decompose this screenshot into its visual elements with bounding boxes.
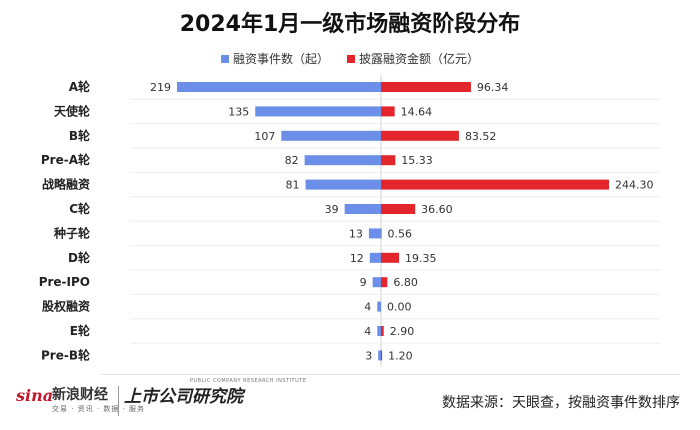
- amount-bar: [381, 130, 459, 141]
- legend-swatch-amount: [347, 54, 355, 63]
- count-bar: [377, 301, 381, 312]
- amount-data-label: 0.56: [388, 227, 413, 240]
- category-label: A轮: [69, 79, 91, 94]
- legend-item-amount: 披露融资金额（亿元）: [347, 50, 479, 67]
- count-bar: [304, 155, 381, 166]
- amount-data-label: 0.00: [387, 301, 412, 314]
- amount-bar: [381, 204, 416, 214]
- legend-label-count: 融资事件数（起）: [232, 52, 329, 66]
- footer-divider: [100, 374, 680, 375]
- amount-bar: [381, 82, 471, 92]
- amount-bar: [381, 277, 388, 288]
- category-label: 种子轮: [53, 225, 91, 240]
- amount-data-label: 2.90: [390, 325, 415, 338]
- count-bar: [368, 228, 381, 239]
- amount-data-label: 244.30: [615, 179, 654, 192]
- count-data-label: 12: [350, 252, 364, 265]
- count-data-label: 4: [364, 325, 371, 338]
- category-label: 股权融资: [42, 299, 90, 314]
- sina-finance-logo-text: 新浪财经: [52, 387, 108, 403]
- count-data-label: 82: [285, 154, 299, 167]
- category-label: Pre-A轮: [41, 152, 91, 167]
- amount-data-label: 6.80: [393, 276, 418, 289]
- count-data-label: 13: [349, 227, 363, 240]
- amount-bar: [381, 252, 400, 263]
- amount-bar: [381, 155, 396, 166]
- amount-data-label: 96.34: [477, 81, 509, 94]
- count-bar: [377, 326, 381, 336]
- amount-bar: [381, 350, 383, 361]
- footer: sina 新浪财经 交易 · 资讯 · 数据 · 服务 上市公司研究院 PUBL…: [0, 374, 700, 430]
- category-label: D轮: [68, 250, 91, 265]
- count-bar: [255, 106, 381, 117]
- category-label: B轮: [69, 128, 91, 143]
- count-data-label: 81: [286, 179, 300, 192]
- category-label: 天使轮: [54, 103, 91, 118]
- data-source-note: 数据来源：天眼查，按融资事件数排序: [442, 395, 680, 411]
- count-bar: [281, 130, 381, 141]
- category-label: E轮: [70, 323, 91, 338]
- amount-bar: [381, 228, 382, 239]
- count-bar: [305, 179, 381, 190]
- amount-data-label: 36.60: [421, 203, 453, 216]
- count-data-label: 107: [254, 130, 275, 143]
- count-bar: [344, 204, 381, 214]
- category-label: C轮: [69, 201, 91, 216]
- institute-logo-text: 上市公司研究院: [124, 387, 243, 407]
- count-data-label: 9: [360, 276, 367, 289]
- amount-bar: [381, 326, 384, 336]
- legend-item-count: 融资事件数（起）: [220, 50, 329, 67]
- category-label: 战略融资: [42, 177, 90, 192]
- count-bar: [372, 277, 381, 288]
- legend-label-amount: 披露融资金额（亿元）: [359, 52, 480, 66]
- amount-bar: [381, 106, 395, 117]
- amount-data-label: 1.20: [388, 349, 413, 362]
- count-bar: [378, 350, 381, 361]
- category-label: Pre-IPO: [39, 275, 90, 289]
- institute-logo-english: PUBLIC COMPANY RESEARCH INSTITUTE: [190, 378, 307, 384]
- count-data-label: 39: [325, 203, 339, 216]
- count-data-label: 3: [365, 349, 372, 362]
- amount-data-label: 19.35: [405, 252, 437, 265]
- count-data-label: 4: [364, 301, 371, 314]
- amount-bar: [381, 179, 609, 190]
- count-bar: [177, 82, 381, 92]
- amount-data-label: 15.33: [401, 154, 433, 167]
- count-data-label: 219: [150, 81, 171, 94]
- butterfly-bar-chart: A轮 219 96.34 天使轮 135 14.64 B轮 107 83.52 Pre-A轮 82 1…: [39, 75, 660, 366]
- legend: 融资事件数（起） 披露融资金额（亿元）: [0, 50, 700, 67]
- sina-finance-logo-subtitle: 交易 · 资讯 · 数据 · 服务: [52, 405, 146, 413]
- count-bar: [369, 252, 381, 263]
- legend-swatch-count: [220, 54, 229, 63]
- count-data-label: 135: [228, 105, 249, 118]
- amount-data-label: 83.52: [465, 130, 497, 143]
- chart-title: 2024年1月一级市场融资阶段分布: [179, 12, 521, 37]
- logo-separator: [118, 386, 119, 416]
- sina-logo: sina: [16, 386, 54, 405]
- amount-data-label: 14.64: [401, 105, 433, 118]
- category-label: Pre-B轮: [41, 347, 91, 362]
